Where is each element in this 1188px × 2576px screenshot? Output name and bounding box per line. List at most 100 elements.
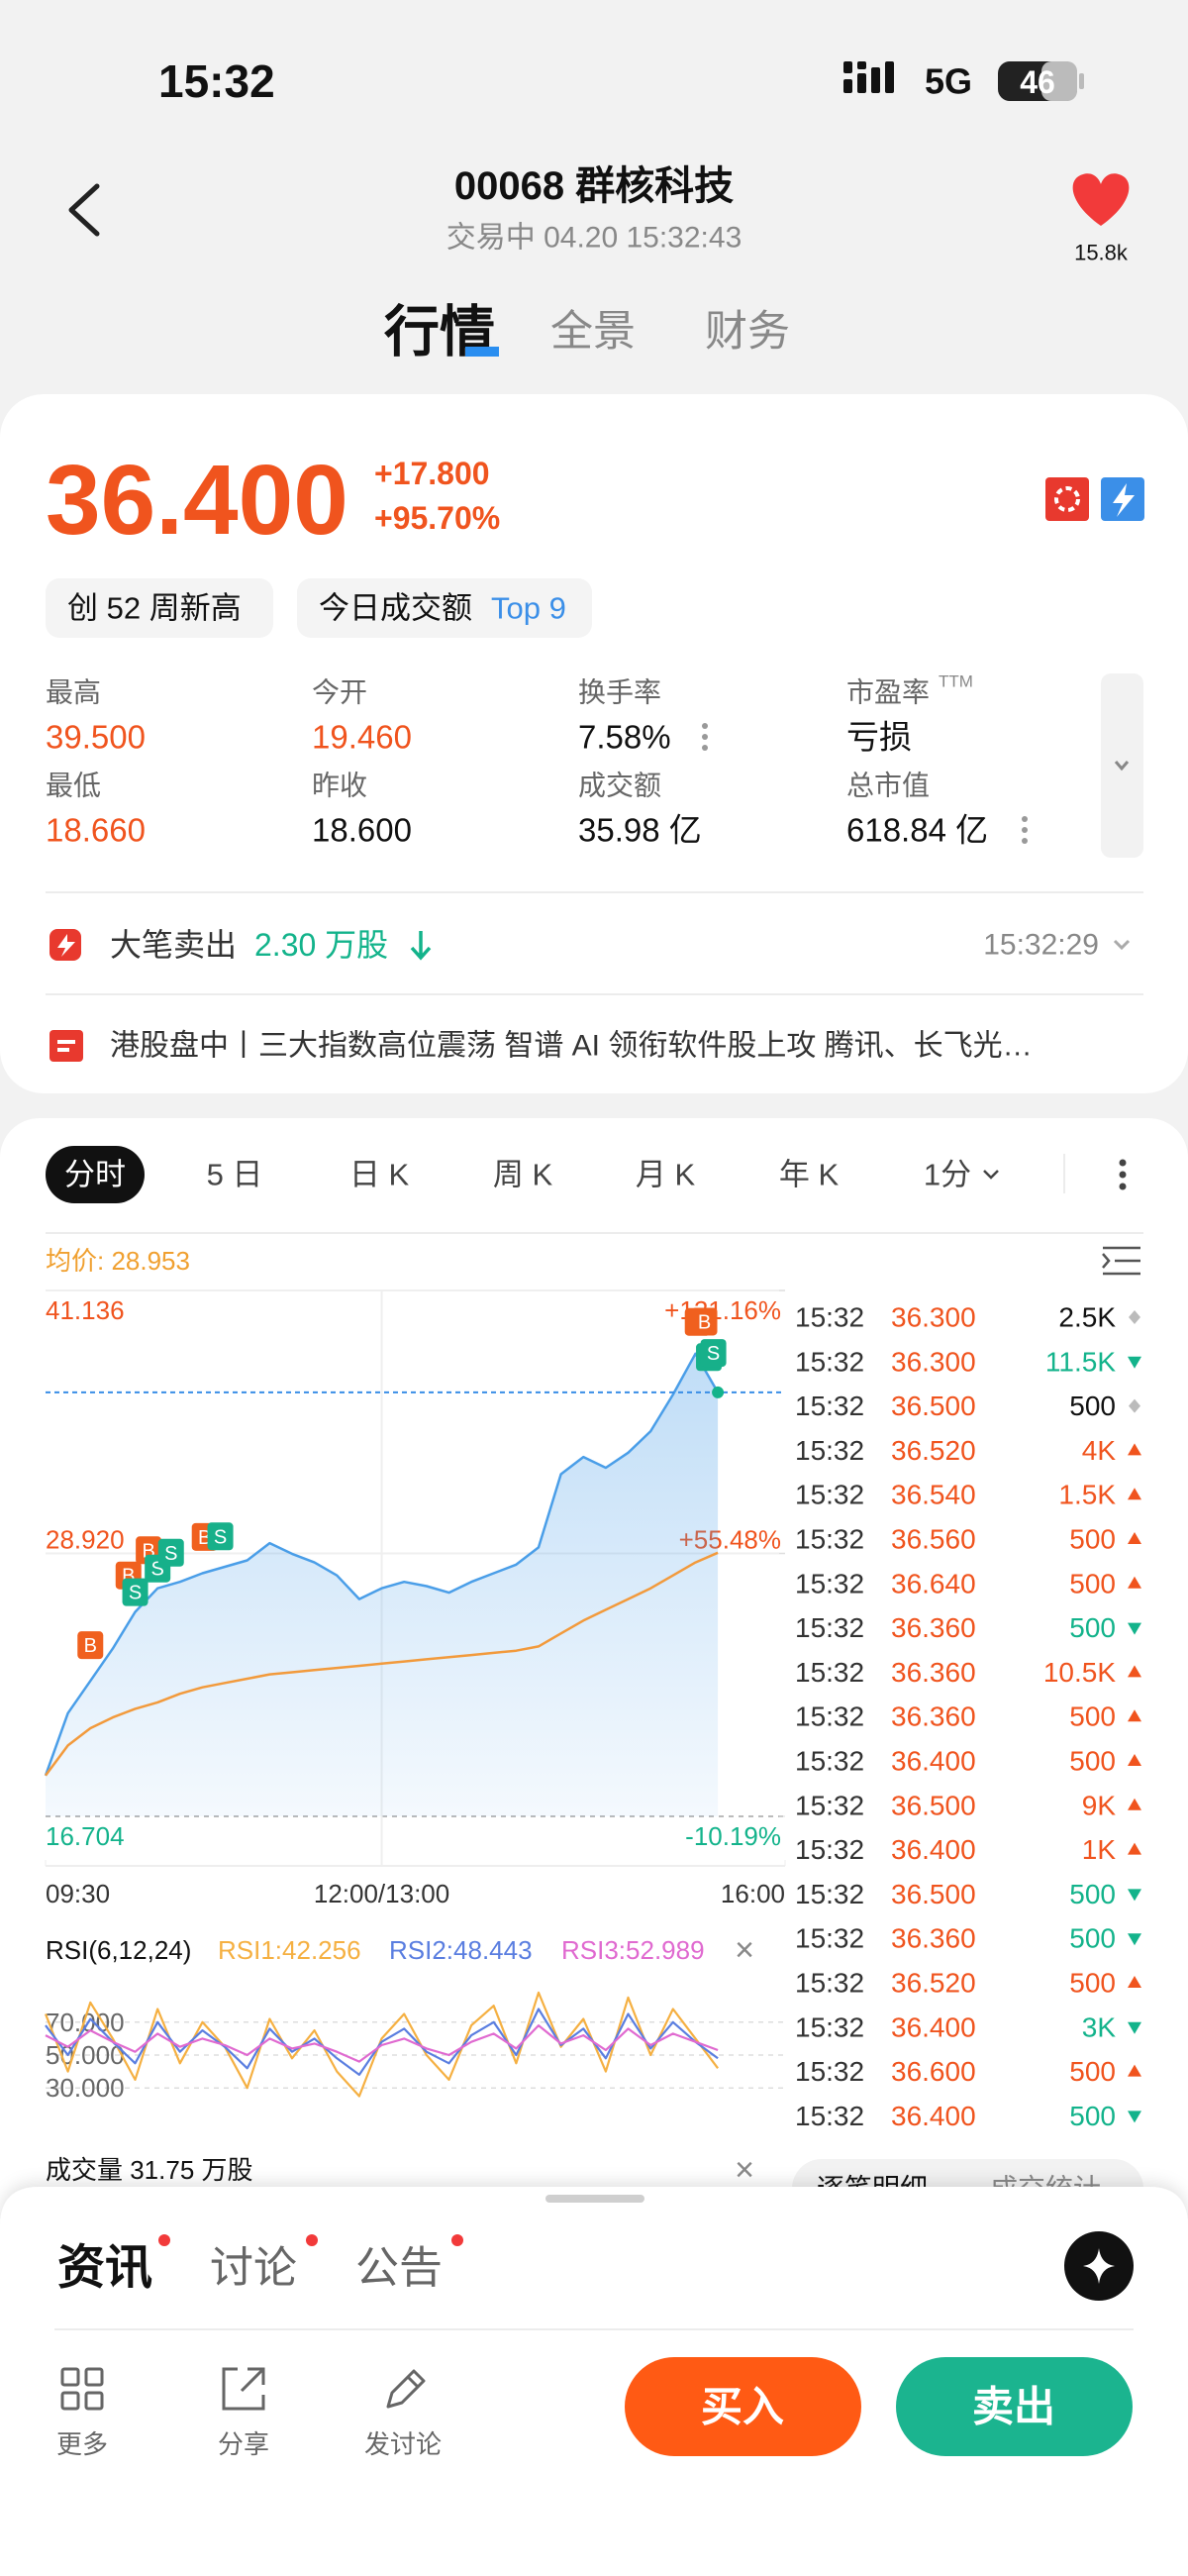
trade-time: 15:32: [795, 1657, 864, 1688]
favorite-button[interactable]: [1072, 173, 1130, 226]
alert-amount: 2.30 万股: [254, 927, 388, 963]
alert-time[interactable]: 15:32:29: [983, 929, 1099, 962]
trade-time: 15:32: [795, 1923, 864, 1954]
volume-label: 成交量 31.75 万股: [46, 2155, 253, 2185]
tab-indicator: [465, 347, 499, 357]
chart-tab[interactable]: 月 K: [636, 1158, 696, 1192]
rsi-legend-entry: RSI1:42.256: [218, 1935, 361, 1965]
trade-volume: 11.5K: [1045, 1346, 1116, 1377]
trade-price: 36.400: [891, 2011, 976, 2042]
trade-time: 15:32: [795, 1346, 864, 1377]
news-tab[interactable]: 讨论: [210, 2244, 297, 2293]
tag-pill[interactable]: [46, 578, 273, 638]
trade-volume: 4K: [1082, 1435, 1117, 1466]
trade-marker: [207, 1522, 234, 1551]
trade-direction: [1128, 1798, 1141, 1810]
more-menu[interactable]: [1119, 1159, 1127, 1190]
close-volume[interactable]: ×: [735, 2151, 754, 2189]
news-tab-active[interactable]: 资讯: [57, 2242, 152, 2295]
action-label[interactable]: 分享: [218, 2429, 269, 2459]
trade-direction: [1128, 1933, 1141, 1946]
chart-tab[interactable]: 5 日: [207, 1158, 263, 1192]
trade-time: 15:32: [795, 1746, 864, 1777]
trade-price: 36.360: [891, 1923, 976, 1954]
expand-button[interactable]: [1101, 673, 1143, 858]
trade-price: 36.300: [891, 1302, 976, 1333]
more-icon[interactable]: [60, 2367, 104, 2411]
chart-tab[interactable]: 分时: [64, 1158, 126, 1192]
stat-value: 19.460: [312, 719, 412, 756]
trade-direction: [1128, 1622, 1141, 1635]
expand-chevron: [1114, 761, 1130, 772]
sheet-handle[interactable]: [545, 2195, 644, 2203]
dropdown-chevron: [983, 1170, 999, 1180]
trade-volume: 10.5K: [1043, 1657, 1116, 1688]
trade-time: 15:32: [795, 1524, 864, 1555]
trade-direction: [1129, 1398, 1140, 1413]
trade-marker: [691, 1307, 718, 1336]
stat-value: 618.84 亿: [846, 812, 988, 849]
current-point: [712, 1386, 725, 1398]
trade-direction: [1128, 1665, 1141, 1678]
y-tick-label: 28.920: [46, 1525, 125, 1555]
share-icon[interactable]: [222, 2367, 265, 2411]
stat-label: 市盈率: [846, 677, 930, 708]
stat-value: 39.500: [46, 719, 146, 756]
trade-time: 15:32: [795, 1435, 864, 1466]
y2-tick-label: -10.19%: [685, 1821, 781, 1851]
trade-time: 15:32: [795, 1879, 864, 1909]
chart-tab[interactable]: 年 K: [779, 1158, 840, 1192]
tag-pill[interactable]: [297, 578, 592, 638]
avg-price: 均价: 28.953: [46, 1246, 190, 1276]
intraday-chart: 41.13628.92016.704+121.16%+55.48%-10.19%…: [44, 1289, 786, 2103]
trade-volume: 500: [1069, 2056, 1116, 2087]
trade-marker-label: S: [707, 1343, 720, 1365]
trade-price: 36.360: [891, 1612, 976, 1643]
stat-value: 35.98 亿: [578, 812, 702, 849]
trade-price: 36.500: [891, 1879, 976, 1909]
news-tab[interactable]: 公告: [355, 2244, 443, 2293]
buy-button[interactable]: [625, 2357, 861, 2456]
trade-volume: 500: [1069, 1879, 1116, 1909]
tag: 创 52 周新高: [67, 591, 242, 626]
trade-direction: [1128, 1889, 1141, 1902]
trade-price: 36.360: [891, 1701, 976, 1732]
battery-tip: [1079, 73, 1084, 89]
back-button[interactable]: [68, 183, 100, 237]
trade-direction: [1128, 1576, 1141, 1589]
chart-tab[interactable]: 周 K: [493, 1158, 553, 1192]
news-headline[interactable]: 港股盘中丨三大指数高位震荡 智谱 AI 领衔软件股上攻 腾讯、长飞光…: [110, 1030, 1033, 1063]
trade-time: 15:32: [795, 1968, 864, 1999]
trade-list-toggle[interactable]: [1102, 1246, 1140, 1276]
action-label[interactable]: 发讨论: [364, 2429, 442, 2459]
x-tick-label: 09:30: [46, 1879, 110, 1908]
close-rsi[interactable]: ×: [735, 1931, 754, 1969]
chart-tabs: 分时 5 日 日 K 周 K 月 K 年 K 1分: [46, 1146, 999, 1203]
trade-price: 36.400: [891, 1834, 976, 1865]
y2-tick-label: +121.16%: [664, 1295, 781, 1325]
post-icon[interactable]: [386, 2369, 426, 2409]
price-line: [44, 1352, 720, 1777]
trade-volume: 500: [1069, 1391, 1116, 1421]
chart-tab[interactable]: 日 K: [349, 1158, 410, 1192]
bottom-sheet: [0, 2187, 1188, 2576]
sell-button[interactable]: [896, 2357, 1133, 2456]
chart-tab-pill[interactable]: [46, 1146, 145, 1203]
trade-time: 15:32: [795, 1612, 864, 1643]
price-change-pct: +95.70%: [374, 500, 500, 536]
sell-label: 卖出: [972, 2384, 1055, 2430]
action-label[interactable]: 更多: [56, 2429, 108, 2459]
trade-volume: 500: [1069, 1612, 1116, 1643]
trade-price: 36.520: [891, 1968, 976, 1999]
alert-icon-bolt: [57, 934, 75, 957]
rsi-line: [45, 2024, 719, 2063]
hk-flag: [1045, 477, 1089, 521]
more-dots[interactable]: [702, 723, 1028, 844]
trade-direction: [1128, 2021, 1141, 2034]
chart-tab[interactable]: 1分: [924, 1158, 971, 1192]
tab[interactable]: 财务: [705, 308, 790, 356]
trade-volume: 500: [1069, 1923, 1116, 1954]
trade-marker-label: B: [84, 1635, 97, 1657]
tab[interactable]: 全景: [550, 308, 636, 356]
